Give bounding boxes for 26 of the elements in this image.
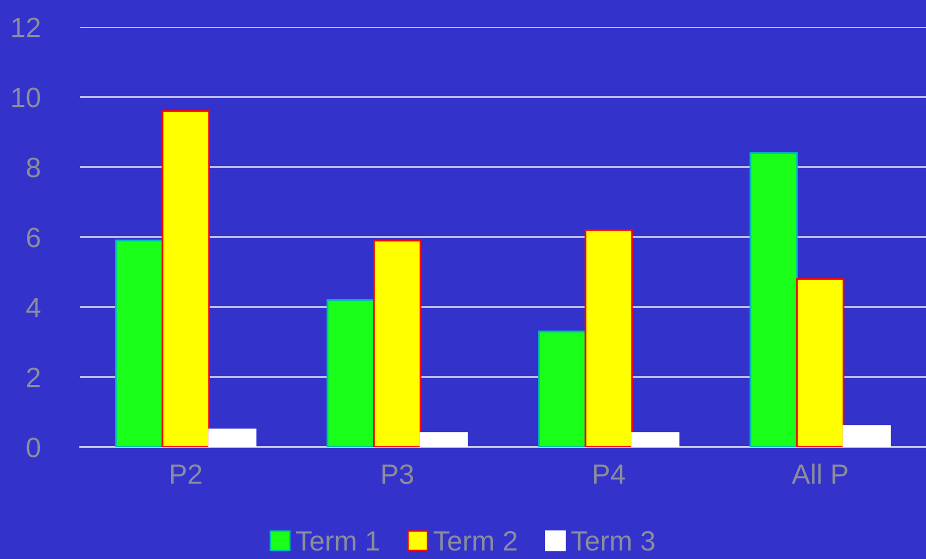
legend-label: Term 1 [296,531,379,551]
bar [162,110,210,447]
bar [584,229,633,447]
bar [538,330,586,447]
y-tick-label: 0 [26,438,40,458]
bar [796,278,844,447]
y-tick-label: 6 [27,228,40,248]
bar [420,432,468,447]
x-tick-label: P2 [171,464,202,484]
bar [750,152,798,447]
y-tick-label: 2 [27,368,40,388]
bar [115,240,164,447]
y-tick-label: 8 [26,158,40,178]
bar [373,240,422,447]
y-tick-label: 12 [12,18,40,38]
legend-label: Term 3 [571,531,654,551]
bar [842,425,891,447]
bar [631,432,680,447]
x-tick-label: All P [792,464,848,484]
x-tick-label: P4 [594,464,625,484]
y-tick-label: 10 [12,88,40,108]
x-tick-label: P3 [382,464,414,484]
legend-label: Term 2 [434,531,517,551]
y-tick-label: 4 [26,298,40,318]
bar [326,299,375,447]
bar [208,428,256,447]
